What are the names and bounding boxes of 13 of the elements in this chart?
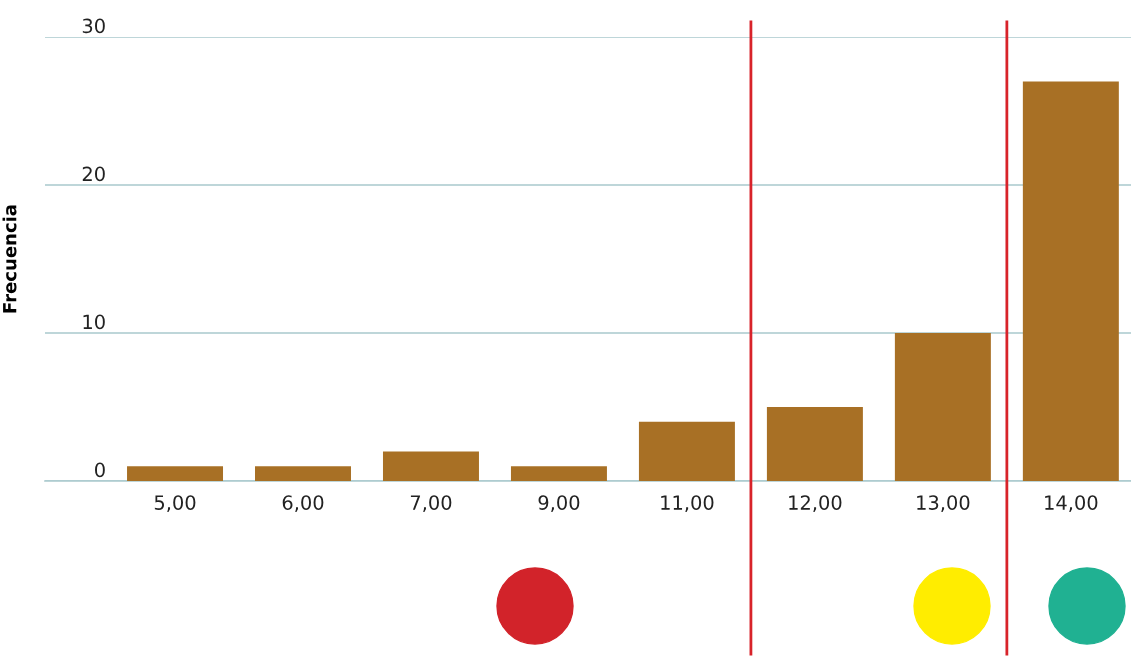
x-tick-label: 5,00 (154, 495, 196, 512)
y-axis-title: Frecuencia (2, 205, 17, 313)
y-tick-label: 30 (82, 18, 105, 34)
x-tick-label: 12,00 (789, 495, 842, 512)
y-tick-label: 10 (83, 314, 105, 330)
x-tick-label: 6,00 (282, 495, 324, 512)
y-tick-label: 0 (95, 462, 105, 478)
y-tick-label: 20 (82, 166, 105, 182)
x-tick-label: 14,00 (1045, 495, 1098, 512)
x-tick-label: 13,00 (917, 495, 970, 512)
x-tick-label: 11,00 (661, 495, 714, 512)
x-tick-label: 9,00 (538, 495, 580, 512)
x-tick-label: 7,00 (410, 495, 452, 512)
